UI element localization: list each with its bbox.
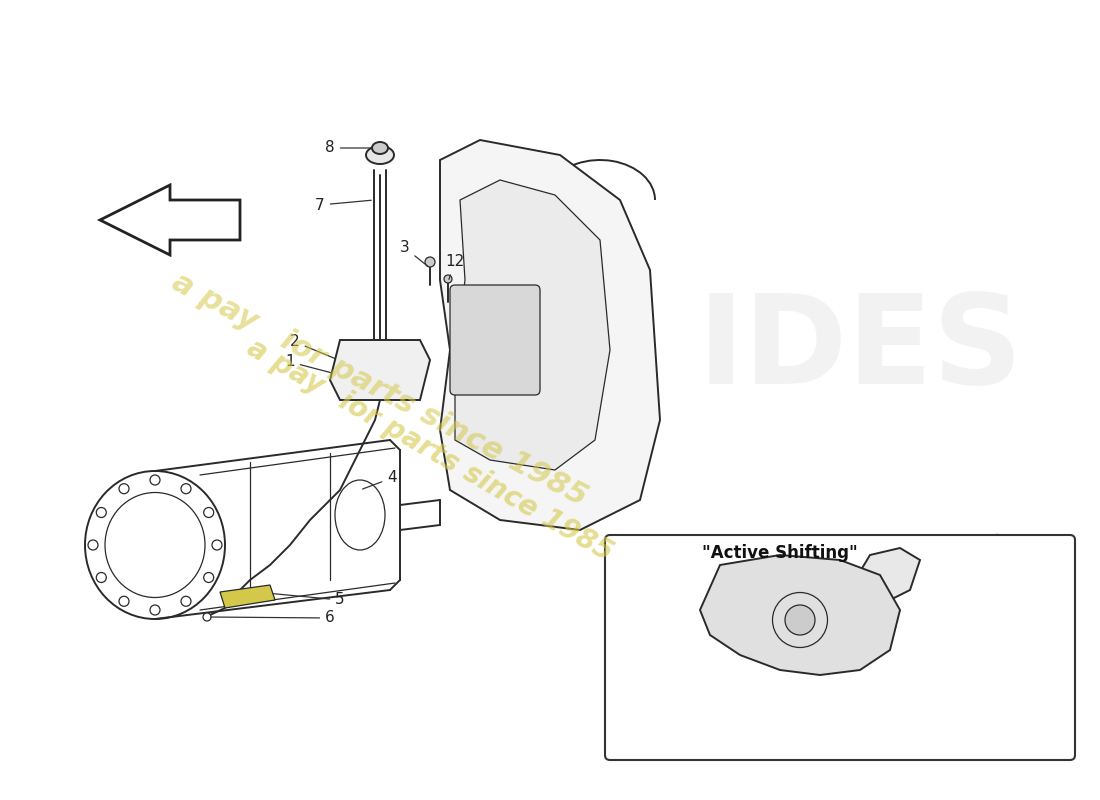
Ellipse shape <box>366 146 394 164</box>
Circle shape <box>355 363 365 373</box>
Circle shape <box>204 507 213 518</box>
FancyBboxPatch shape <box>605 535 1075 760</box>
Text: 4: 4 <box>363 470 397 489</box>
Polygon shape <box>100 185 240 255</box>
Circle shape <box>212 540 222 550</box>
Circle shape <box>680 581 686 587</box>
Circle shape <box>182 484 191 494</box>
Circle shape <box>119 484 129 494</box>
Text: 10: 10 <box>623 575 642 590</box>
Circle shape <box>235 591 245 601</box>
Ellipse shape <box>785 605 815 635</box>
Polygon shape <box>700 555 900 675</box>
Polygon shape <box>440 140 660 530</box>
Polygon shape <box>330 340 430 400</box>
Circle shape <box>725 573 735 583</box>
Circle shape <box>97 573 107 582</box>
Circle shape <box>150 475 160 485</box>
Circle shape <box>444 275 452 283</box>
Polygon shape <box>858 548 920 600</box>
Circle shape <box>754 663 763 673</box>
Circle shape <box>119 596 129 606</box>
Text: 12: 12 <box>446 254 464 279</box>
Polygon shape <box>220 585 275 608</box>
Text: 11: 11 <box>623 593 642 607</box>
Circle shape <box>88 540 98 550</box>
Circle shape <box>182 596 191 606</box>
Text: 1: 1 <box>285 354 338 374</box>
Circle shape <box>97 507 107 518</box>
Circle shape <box>390 363 400 373</box>
Circle shape <box>754 677 763 687</box>
Text: 10: 10 <box>623 678 642 694</box>
Text: 6: 6 <box>211 610 334 626</box>
Ellipse shape <box>372 142 388 154</box>
Circle shape <box>204 573 213 582</box>
Text: 11: 11 <box>623 659 642 674</box>
Polygon shape <box>455 180 610 470</box>
Text: a pay     ior parts since 1985: a pay ior parts since 1985 <box>167 268 593 512</box>
Text: 5: 5 <box>248 591 344 607</box>
Text: a pay    ior parts since 1985: a pay ior parts since 1985 <box>242 334 618 566</box>
FancyBboxPatch shape <box>450 285 540 395</box>
Circle shape <box>850 663 860 673</box>
Text: 13: 13 <box>623 641 642 655</box>
Circle shape <box>425 257 435 267</box>
Circle shape <box>150 605 160 615</box>
Text: 7: 7 <box>316 198 371 213</box>
Circle shape <box>204 613 211 621</box>
Text: IDES: IDES <box>697 290 1023 410</box>
Text: 8: 8 <box>326 141 377 155</box>
Text: 2: 2 <box>290 334 355 367</box>
Text: "Active Shifting": "Active Shifting" <box>702 544 858 562</box>
Text: 9: 9 <box>900 647 910 662</box>
Text: 3: 3 <box>400 241 428 266</box>
